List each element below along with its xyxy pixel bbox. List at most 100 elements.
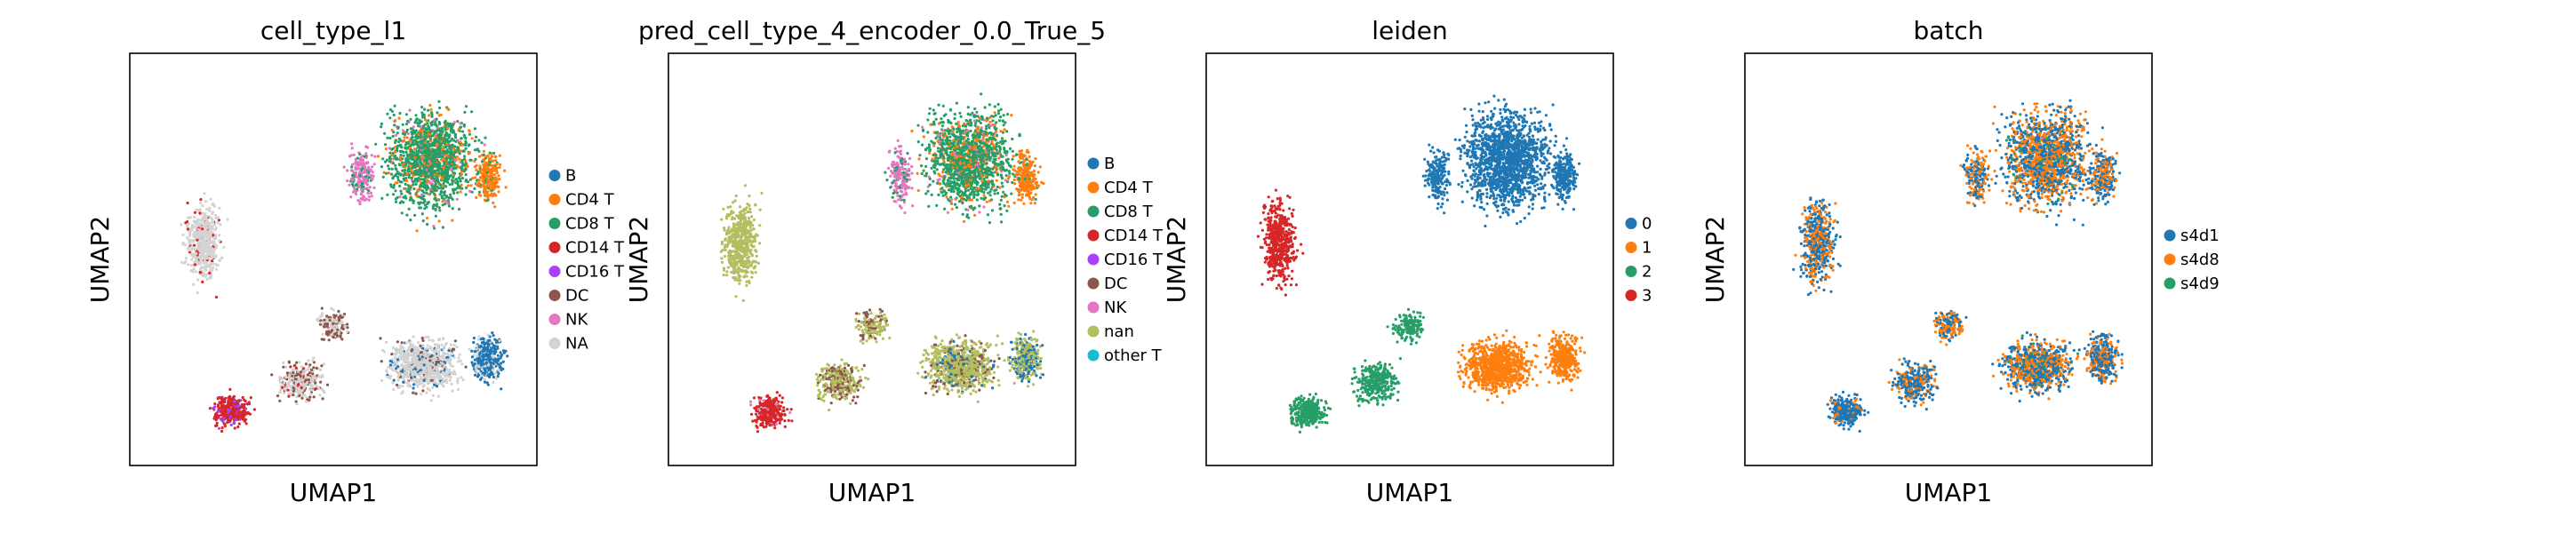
point-NA — [192, 232, 196, 235]
point-CD8-T — [417, 168, 420, 171]
point-CD8-T — [394, 163, 397, 167]
point-DC — [390, 353, 394, 356]
point-B — [491, 331, 494, 335]
point-NK — [367, 168, 371, 171]
point-B — [478, 356, 482, 360]
point-NA — [460, 376, 463, 379]
point-NA — [188, 249, 191, 252]
point-NA — [435, 357, 438, 361]
point-CD8-T — [984, 124, 988, 128]
point-NA — [443, 380, 446, 384]
point-CD4-T — [498, 178, 501, 181]
point-NK — [371, 174, 374, 178]
point-CD4-T — [405, 136, 409, 139]
point-NK — [433, 118, 436, 122]
point-NA — [484, 364, 487, 368]
point-NA — [392, 346, 396, 349]
point-CD8-T — [392, 113, 396, 117]
point-NA — [397, 386, 401, 390]
point-CD8-T — [450, 151, 453, 155]
point-CD4-T — [941, 171, 945, 174]
point-NK — [432, 225, 436, 228]
point-CD8-T — [389, 183, 393, 187]
point-CD8-T — [484, 136, 487, 139]
point-CD8-T — [451, 197, 454, 201]
point-CD8-T — [431, 144, 435, 147]
point-NA — [409, 368, 412, 371]
point-NK — [350, 142, 354, 146]
point-CD4-T — [458, 157, 461, 161]
point-NA — [308, 383, 312, 386]
point-NK — [366, 192, 370, 195]
point-CD4-T — [490, 171, 494, 174]
point-CD8-T — [437, 135, 441, 139]
point-CD8-T — [402, 154, 405, 157]
point-CD4-T — [484, 173, 487, 177]
point-CD8-T — [367, 176, 371, 179]
point-NK — [445, 201, 449, 204]
point-NA — [396, 370, 400, 374]
point-CD8-T — [404, 150, 408, 155]
point-DC — [332, 336, 335, 339]
point-NA — [483, 378, 486, 381]
point-NA — [457, 360, 460, 363]
point-CD8-T — [423, 159, 427, 163]
point-DC — [418, 358, 421, 362]
point-NA — [192, 282, 196, 286]
point-CD14-T — [214, 295, 219, 299]
point-CD8-T — [419, 185, 422, 188]
point-CD4-T — [459, 149, 462, 153]
point-NA — [212, 262, 216, 266]
point-NA — [447, 375, 451, 378]
point-CD8-T — [444, 119, 447, 123]
point-NA — [213, 248, 217, 251]
point-NK — [359, 158, 363, 162]
point-B — [392, 378, 396, 382]
point-CD8-T — [414, 114, 418, 117]
point-CD16-T — [232, 400, 236, 403]
point-NK — [363, 187, 367, 190]
point-CD4-T — [418, 129, 421, 132]
point-CD4-T — [484, 187, 488, 191]
point-CD8-T — [414, 182, 418, 186]
point-NA — [212, 204, 216, 208]
point-CD8-T — [446, 139, 450, 143]
point-NA — [333, 327, 337, 330]
point-DC — [327, 338, 331, 342]
point-B — [482, 371, 485, 375]
point-NA — [412, 350, 416, 354]
point-CD8-T — [444, 170, 447, 173]
point-DC — [315, 366, 318, 370]
point-CD8-T — [400, 211, 404, 215]
point-CD4-T — [427, 193, 430, 196]
point-NA — [207, 256, 211, 259]
point-CD8-T — [433, 192, 436, 195]
point-CD14-T — [217, 219, 220, 222]
point-CD4-T — [471, 177, 475, 180]
point-NA — [313, 376, 316, 379]
point-CD4-T — [436, 142, 439, 146]
point-CD8-T — [451, 179, 454, 182]
point-B — [476, 375, 480, 378]
point-CD8-T — [406, 140, 410, 144]
point-NA — [426, 344, 429, 347]
legend-label: NA — [565, 335, 588, 354]
point-CD8-T — [445, 148, 449, 152]
point-NA — [206, 264, 210, 267]
point-CD14-T — [287, 394, 291, 398]
point-NA — [441, 338, 445, 341]
point-CD8-T — [400, 192, 404, 195]
point-CD8-T — [431, 207, 435, 211]
point-CD4-T — [492, 187, 496, 191]
point-DC — [299, 370, 302, 374]
point-NA — [435, 369, 438, 373]
point-CD8-T — [430, 184, 434, 187]
point-CD8-T — [420, 142, 424, 146]
point-CD4-T — [404, 165, 407, 169]
point-CD8-T — [392, 131, 396, 134]
point-CD4-T — [492, 165, 496, 170]
point-NA — [192, 219, 196, 223]
point-CD8-T — [430, 171, 434, 175]
point-NA — [307, 359, 310, 362]
point-CD14-T — [220, 397, 223, 401]
